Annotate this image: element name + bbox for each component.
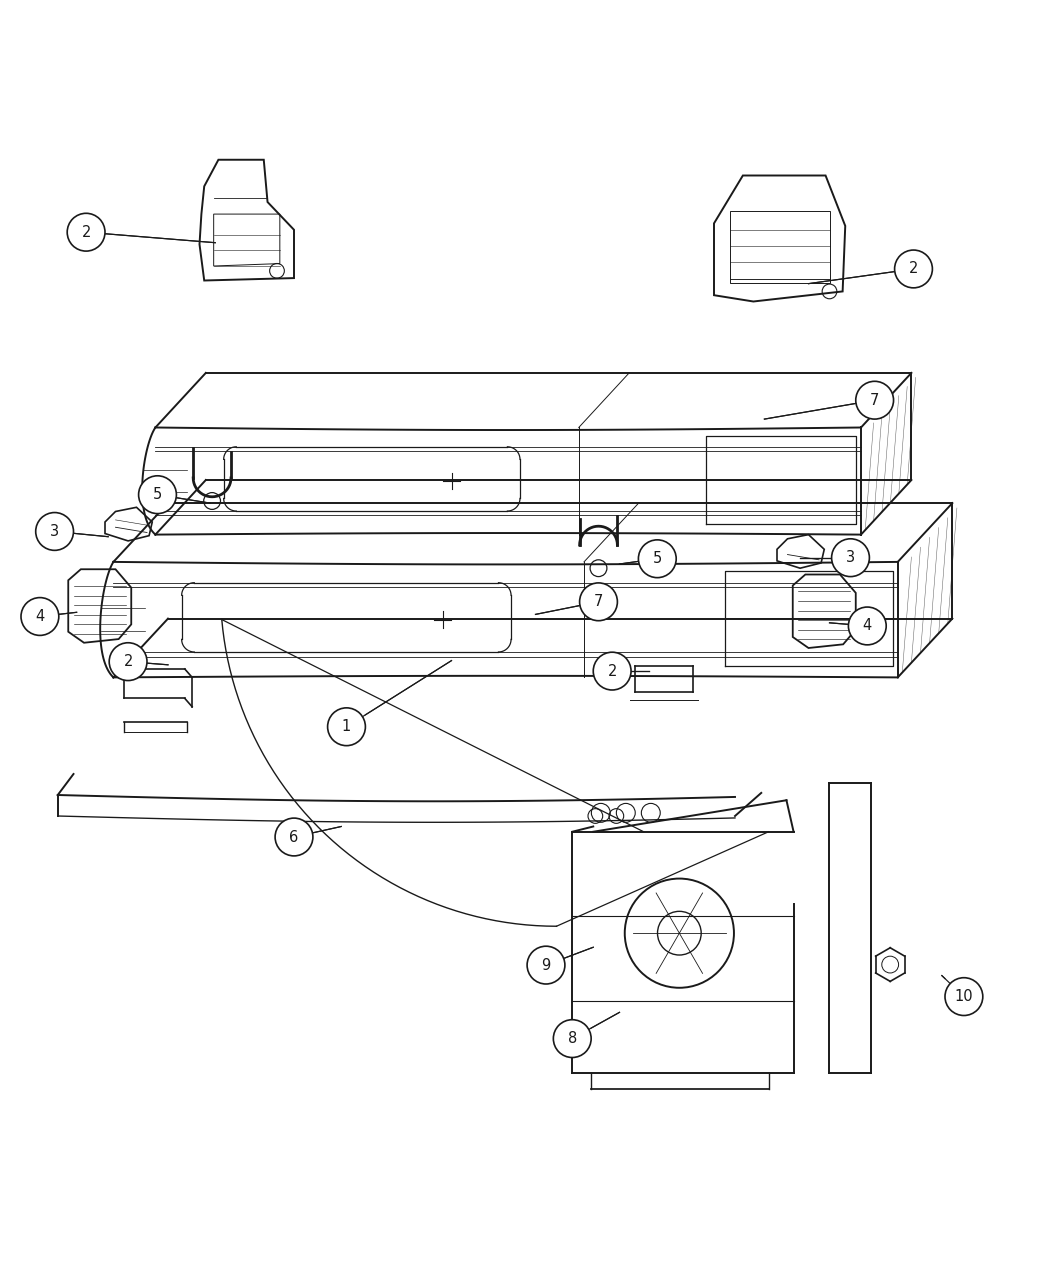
Text: 4: 4: [36, 609, 44, 623]
Text: 9: 9: [542, 958, 550, 973]
Circle shape: [67, 213, 105, 251]
Circle shape: [139, 476, 176, 514]
Circle shape: [36, 513, 74, 551]
Text: 1: 1: [342, 719, 351, 734]
Circle shape: [945, 978, 983, 1015]
Text: 10: 10: [954, 989, 973, 1005]
Text: 8: 8: [568, 1031, 576, 1046]
Circle shape: [21, 598, 59, 635]
Circle shape: [593, 653, 631, 690]
Circle shape: [275, 819, 313, 856]
Text: 6: 6: [290, 830, 298, 844]
Circle shape: [895, 250, 932, 288]
Circle shape: [856, 381, 894, 419]
Circle shape: [109, 643, 147, 681]
Circle shape: [832, 539, 869, 576]
Text: 7: 7: [594, 594, 603, 609]
Text: 3: 3: [50, 524, 59, 539]
Circle shape: [848, 607, 886, 645]
Circle shape: [553, 1020, 591, 1057]
Circle shape: [527, 946, 565, 984]
Text: 5: 5: [153, 487, 162, 502]
Text: 4: 4: [863, 618, 871, 634]
Text: 5: 5: [653, 551, 662, 566]
Text: 2: 2: [909, 261, 918, 277]
Text: 3: 3: [846, 551, 855, 565]
Text: 7: 7: [870, 393, 879, 408]
Text: 2: 2: [608, 663, 616, 678]
Circle shape: [328, 708, 365, 746]
Circle shape: [580, 583, 617, 621]
Text: 2: 2: [124, 654, 132, 669]
Circle shape: [638, 539, 676, 578]
Text: 2: 2: [82, 224, 90, 240]
